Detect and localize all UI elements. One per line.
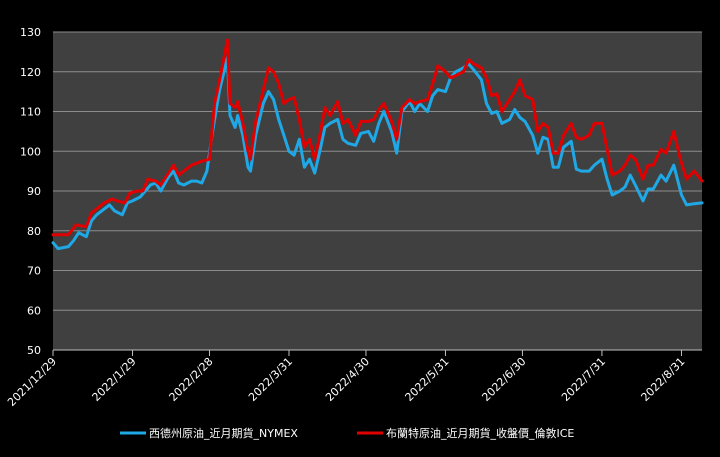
legend-label: 布蘭特原油_近月期貨_收盤價_倫敦ICE bbox=[386, 426, 574, 440]
y-tick-label: 70 bbox=[27, 265, 41, 278]
series-line-brent bbox=[51, 38, 704, 237]
y-tick-label: 120 bbox=[20, 66, 41, 79]
legend-label: 西德州原油_近月期貨_NYMEX bbox=[149, 426, 298, 440]
series-line-wti bbox=[51, 56, 704, 251]
y-tick-label: 60 bbox=[27, 304, 41, 317]
y-tick-label: 130 bbox=[20, 26, 41, 39]
y-tick-label: 90 bbox=[27, 185, 41, 198]
y-tick-label: 110 bbox=[20, 106, 41, 119]
series-lines bbox=[51, 38, 704, 251]
legend: 西德州原油_近月期貨_NYMEX 布蘭特原油_近月期貨_收盤價_倫敦ICE bbox=[120, 426, 574, 440]
y-tick-label: 100 bbox=[20, 145, 41, 158]
y-tick-label: 50 bbox=[27, 344, 41, 357]
y-tick-label: 80 bbox=[27, 225, 41, 238]
